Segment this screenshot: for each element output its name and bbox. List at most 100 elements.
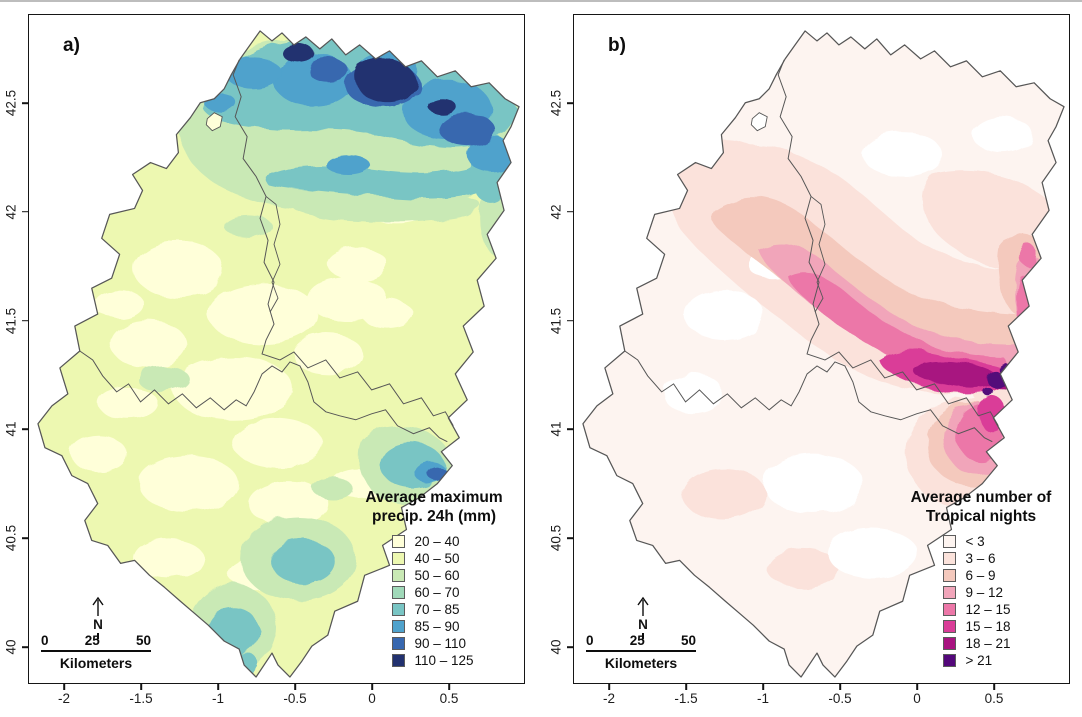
precipitation-choropleth-map [37,30,520,678]
legend-item: 110 – 125 [348,652,520,669]
panel-b-label: b) [608,35,626,56]
legend-item: 15 – 18 [895,618,1067,635]
y-tick-mark [567,319,574,322]
x-tick-label: -2 [602,691,616,706]
north-label: N [638,617,648,632]
legend-item: 60 – 70 [348,584,520,601]
legend-label: < 3 [965,533,985,549]
x-tick-mark [217,683,219,690]
legend-swatch [392,603,405,616]
x-tick-mark [371,683,373,690]
tropical-nights-choropleth-map [582,30,1065,678]
x-tick-label: -2 [57,691,71,706]
legend-swatch [392,620,405,633]
legend-label: 15 – 18 [965,618,1011,634]
y-tick-label: 41 [3,421,19,437]
x-tick-mark [685,683,687,690]
x-tick-label: -1.5 [674,691,698,706]
y-tick-label: 41.5 [3,307,19,334]
legend-swatch [392,637,405,650]
y-tick-label: 40 [548,639,564,655]
x-tick-mark [762,683,764,690]
legend-title: Average number of Tropical nights [910,489,1052,525]
legend-label: 9 – 12 [965,584,1004,600]
legend-swatch [392,654,405,667]
legend-label: 110 – 125 [414,652,474,668]
y-tick-label: 40.5 [3,525,19,552]
x-tick-mark [839,683,841,690]
north-arrow-icon [637,596,649,616]
x-tick-mark [993,683,995,690]
x-tick-label: -0.5 [283,691,307,706]
y-tick-mark [567,211,574,213]
legend-label: 90 – 110 [414,635,467,651]
legend-item: 9 – 12 [895,584,1067,601]
scale-label-25: 25 [629,633,645,648]
legend-item: < 3 [895,533,1067,550]
north-tail [97,632,99,639]
x-tick-label: 0.5 [439,691,459,706]
y-tick-label: 42 [548,204,564,220]
north-arrow: N [85,596,111,639]
x-tick-mark [63,683,65,690]
y-tick-label: 41.5 [548,307,564,334]
legend-label: 6 – 9 [965,567,996,583]
north-tail [642,632,644,639]
legend-item: 70 – 85 [348,601,520,618]
legend-swatch [392,586,405,599]
legend-swatch [392,535,405,548]
y-tick-label: 41 [548,421,564,437]
scale-bar: 0 25 50 Kilometers [586,633,696,671]
scale-bar: 0 25 50 Kilometers [41,633,151,671]
y-tick-label: 40.5 [548,525,564,552]
x-tick-label: -0.5 [828,691,852,706]
legend-swatch [943,552,956,565]
north-arrow-icon [92,596,104,616]
panel-b: b) Average number of Tropical nights < 3… [549,14,1070,706]
legend-label: 3 – 6 [965,550,996,566]
x-tick-label: -1 [211,691,225,706]
legend-item: 6 – 9 [895,567,1067,584]
x-tick-mark [294,683,296,690]
scale-label-0: 0 [41,633,49,648]
y-tick-mark [22,646,29,648]
legend-item: 40 – 50 [348,550,520,567]
legend-swatch [943,654,956,667]
x-tick-mark [916,683,918,690]
legend-swatch [943,569,956,582]
scale-unit: Kilometers [604,655,678,671]
y-tick-mark [22,537,29,539]
y-tick-label: 40 [3,639,19,655]
legend-label: 12 – 15 [965,601,1011,617]
north-label: N [93,617,103,632]
precipitation-legend: Average maximum precip. 24h (mm) 20 – 40… [348,489,520,669]
y-tick-mark [567,102,574,104]
legend-label: 85 – 90 [414,618,460,634]
x-tick-label: 0 [368,691,376,706]
legend-item: 12 – 15 [895,601,1067,618]
legend-label: 60 – 70 [414,584,460,600]
y-tick-mark [22,211,29,213]
x-tick-label: -1.5 [129,691,153,706]
scale-label-50: 50 [680,633,696,648]
x-tick-label: 0.5 [984,691,1004,706]
x-tick-label: -1 [756,691,770,706]
x-tick-mark [140,683,142,690]
y-tick-mark [567,428,574,431]
y-tick-mark [22,319,29,322]
legend-swatch [943,620,956,633]
legend-label: 70 – 85 [414,601,460,617]
scale-unit: Kilometers [59,655,133,671]
legend-label: 20 – 40 [414,533,460,549]
legend-label: 50 – 60 [414,567,460,583]
legend-swatch [943,603,956,616]
y-tick-mark [567,537,574,539]
legend-swatch [392,552,405,565]
legend-swatch [392,569,405,582]
panel-a-label: a) [63,35,80,56]
legend-item: > 21 [895,652,1067,669]
legend-label: 40 – 50 [414,550,460,566]
y-tick-label: 42 [3,204,19,220]
